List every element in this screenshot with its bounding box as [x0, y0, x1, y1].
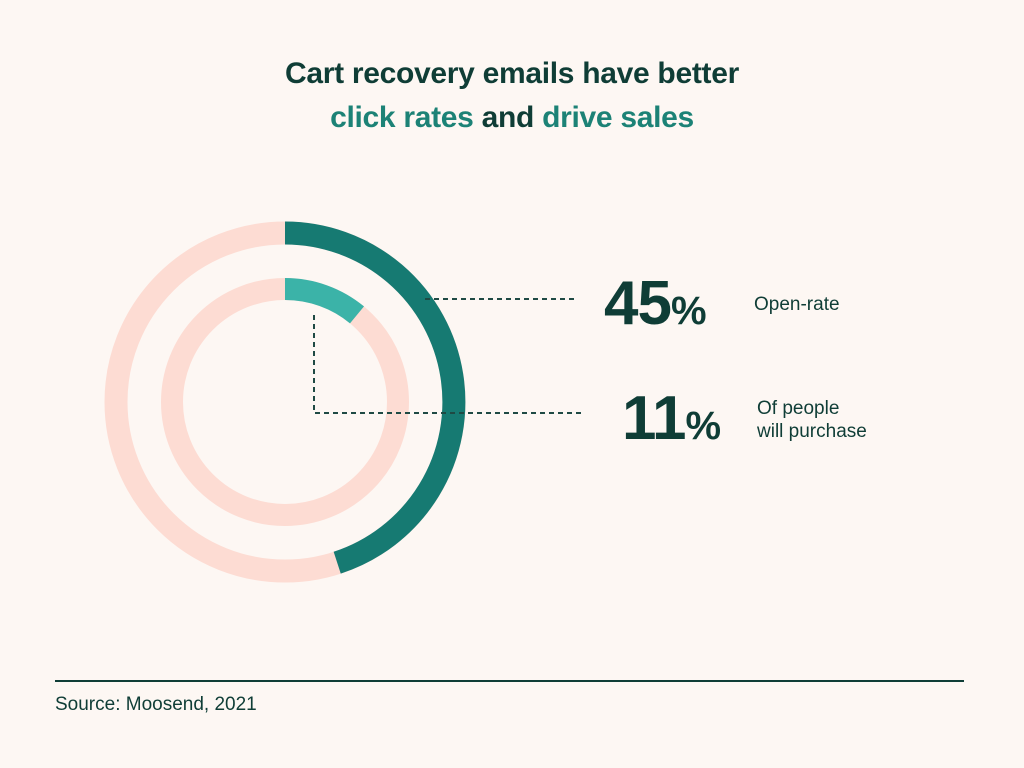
inner-ring-arc-purchase [284, 278, 365, 324]
purchase-number: 11 [622, 384, 687, 453]
purchase-unit: % [685, 404, 722, 448]
purchase-label: Of people will purchase [757, 397, 867, 443]
purchase-value: 11% [622, 383, 722, 454]
outer-ring-arc-open-rate [284, 221, 466, 574]
open-rate-unit: % [670, 289, 707, 333]
open-rate-number: 45 [604, 269, 672, 338]
chart-title: Cart recovery emails have better click r… [0, 52, 1024, 140]
title-connector: and [473, 101, 543, 134]
purchase-label-line-2: will purchase [757, 421, 867, 442]
title-highlight-click-rates: click rates [330, 101, 474, 134]
open-rate-label: Open-rate [754, 294, 840, 315]
footer-divider [55, 680, 964, 682]
purchase-label-line-1: Of people [757, 398, 840, 419]
title-highlight-drive-sales: drive sales [542, 101, 694, 134]
open-rate-value: 45% [604, 268, 707, 339]
source-note: Source: Moosend, 2021 [55, 694, 257, 715]
title-line-1: Cart recovery emails have better [285, 57, 739, 90]
inner-ring-track [161, 278, 409, 526]
title-line-2: click rates and drive sales [0, 96, 1024, 140]
